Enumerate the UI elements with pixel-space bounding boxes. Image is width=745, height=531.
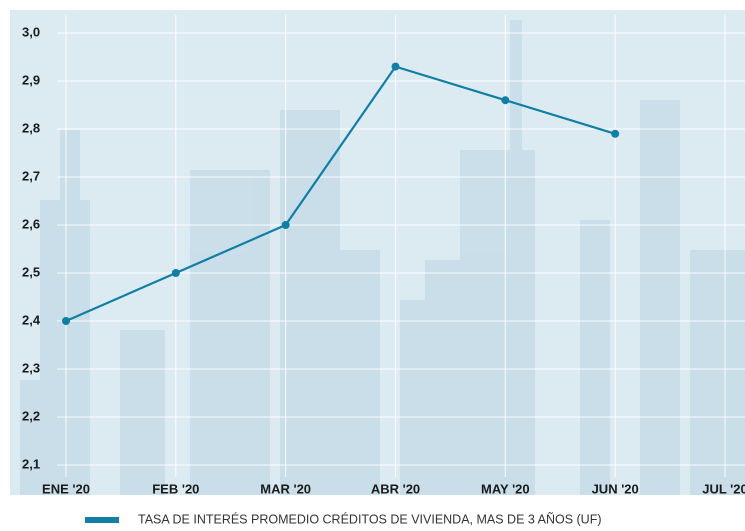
y-tick-label: 2,8 bbox=[22, 120, 40, 135]
y-tick-label: 2,3 bbox=[22, 360, 40, 375]
x-tick-label: ABR '20 bbox=[371, 481, 420, 496]
data-point bbox=[62, 317, 70, 325]
y-tick-label: 2,7 bbox=[22, 168, 40, 183]
x-tick-label: JUN '20 bbox=[592, 481, 639, 496]
y-tick-label: 2,9 bbox=[22, 72, 40, 87]
data-point bbox=[501, 96, 509, 104]
y-tick-label: 2,6 bbox=[22, 216, 40, 231]
x-tick-label: JUL '20 bbox=[702, 481, 745, 496]
legend-label: TASA DE INTERÉS PROMEDIO CRÉDITOS DE VIV… bbox=[138, 511, 602, 526]
legend-swatch bbox=[85, 517, 119, 523]
page: {"chart_data": {"type": "line", "categor… bbox=[0, 0, 745, 531]
y-tick-label: 3,0 bbox=[22, 24, 40, 39]
x-tick-label: ENE '20 bbox=[42, 481, 90, 496]
y-tick-label: 2,2 bbox=[22, 408, 40, 423]
data-point bbox=[172, 269, 180, 277]
data-point bbox=[392, 63, 400, 71]
data-point bbox=[282, 221, 290, 229]
chart: TASA DE INTERÉS PROMEDIO CRÉDITOS DE VIV… bbox=[0, 0, 745, 531]
y-tick-label: 2,1 bbox=[22, 456, 40, 471]
y-tick-label: 2,5 bbox=[22, 264, 40, 279]
data-point bbox=[611, 130, 619, 138]
x-tick-label: MAR '20 bbox=[260, 481, 311, 496]
x-tick-label: MAY '20 bbox=[481, 481, 530, 496]
x-tick-label: FEB '20 bbox=[152, 481, 199, 496]
y-tick-label: 2,4 bbox=[22, 312, 41, 327]
